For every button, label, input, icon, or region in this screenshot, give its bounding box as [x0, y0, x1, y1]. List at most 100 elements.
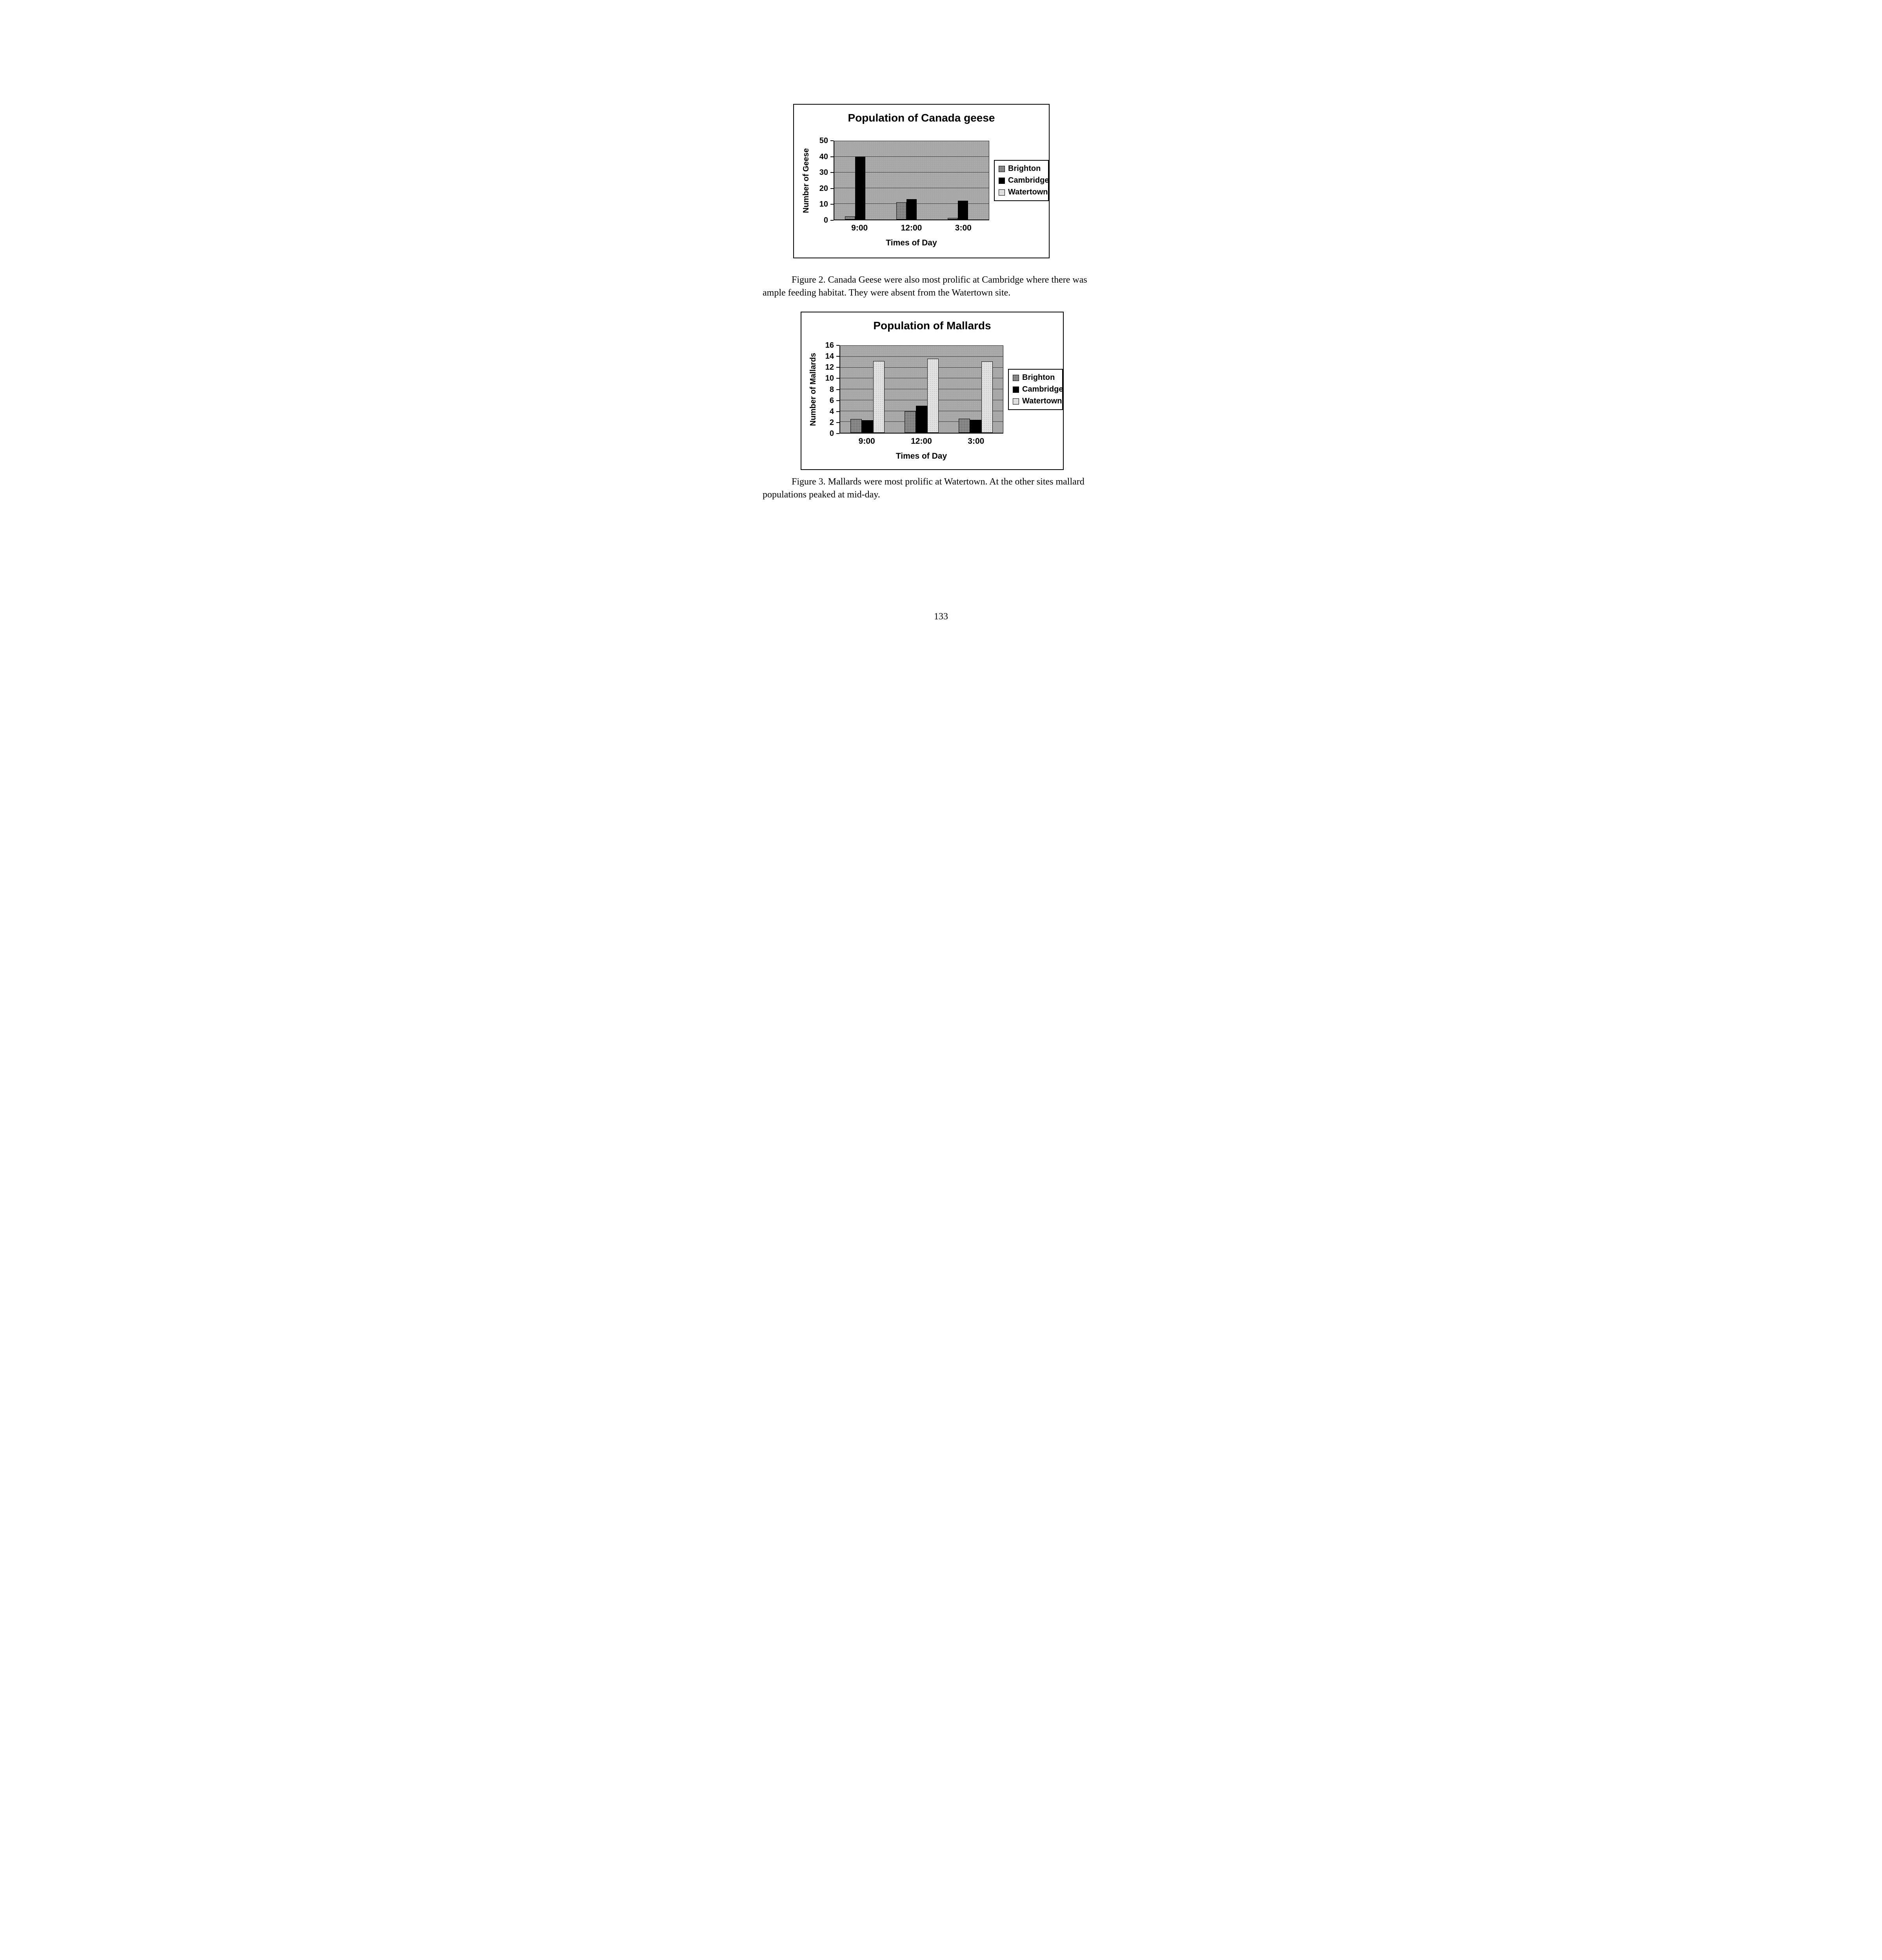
y-tick-label: 20: [819, 184, 828, 193]
chart-title: Population of Mallards: [873, 319, 991, 332]
chart-title: Population of Canada geese: [848, 112, 995, 124]
y-tick-label: 10: [825, 374, 834, 383]
bar-cambridge-9:00: [855, 157, 865, 220]
legend-label: Cambridge: [1008, 176, 1049, 185]
y-tick-label: 8: [829, 385, 834, 394]
bar-group-9:00: [834, 141, 886, 220]
x-tick-label: 3:00: [955, 223, 972, 232]
bar-brighton-3:00: [948, 218, 958, 220]
y-tick-label: 12: [825, 363, 834, 372]
y-tick-label: 10: [819, 200, 828, 209]
legend-item-brighton: Brighton: [1013, 373, 1058, 382]
legend-swatch-watertown: [1013, 398, 1019, 405]
y-tickmark: [836, 378, 839, 379]
y-tick-label: 16: [825, 341, 834, 350]
x-axis: 9:00 12:00 3:00: [834, 223, 989, 233]
gridline: [840, 356, 1003, 357]
legend-swatch-brighton: [1013, 374, 1019, 381]
legend-label: Brighton: [1008, 164, 1041, 173]
bar-cambridge-3:00: [970, 419, 982, 433]
y-tick-label: 4: [829, 407, 834, 416]
legend-item-watertown: Watertown: [999, 188, 1048, 197]
x-axis: 9:00 12:00 3:00: [839, 437, 1003, 446]
bar-group-3:00: [937, 141, 989, 220]
y-tick-label: 2: [829, 418, 834, 427]
bar-group-9:00: [840, 346, 894, 433]
page-number: 133: [934, 612, 948, 622]
legend-label: Watertown: [1022, 397, 1062, 405]
bar-groups: [834, 141, 989, 220]
y-tick-label: 50: [819, 136, 828, 145]
y-tickmark: [830, 204, 834, 205]
legend-swatch-cambridge: [1013, 386, 1019, 393]
y-tick-label: 40: [819, 152, 828, 161]
y-tickmark: [830, 220, 834, 221]
bar-brighton-9:00: [850, 419, 862, 433]
bar-group-3:00: [949, 346, 1003, 433]
plot-area: [834, 141, 989, 220]
bar-watertown-12:00: [927, 359, 939, 433]
y-tickmark: [836, 367, 839, 368]
y-axis-title: Number of Mallards: [809, 353, 818, 426]
plot-area: [839, 345, 1003, 434]
y-tickmark: [836, 345, 839, 346]
y-tickmark: [836, 389, 839, 390]
y-tickmark: [836, 422, 839, 423]
bar-watertown-3:00: [981, 361, 993, 433]
legend-item-watertown: Watertown: [1013, 397, 1062, 406]
y-tick-label: 30: [819, 168, 828, 177]
y-axis-title: Number of Geese: [802, 148, 811, 213]
y-axis: 0 2 4 6 8 10 12 14 16: [820, 341, 839, 438]
x-axis-title: Times of Day: [896, 452, 947, 461]
y-tickmark: [830, 188, 834, 189]
y-tickmark: [830, 140, 834, 141]
gridline: [840, 345, 1003, 346]
bar-brighton-12:00: [904, 411, 916, 433]
y-tick-label: 0: [829, 429, 834, 438]
legend: Brighton Cambridge Watertown: [994, 160, 1049, 201]
y-tickmark: [836, 411, 839, 412]
legend-item-brighton: Brighton: [999, 164, 1044, 173]
legend-label: Watertown: [1008, 188, 1048, 196]
legend: Brighton Cambridge Watertown: [1008, 369, 1063, 410]
bar-brighton-9:00: [845, 216, 855, 220]
figure3-caption: Figure 3. Mallards were most prolific at…: [763, 477, 1085, 500]
bar-cambridge-12:00: [916, 405, 927, 433]
document-page: Population of Canada geese Number of Gee…: [706, 0, 1176, 641]
legend-item-cambridge: Cambridge: [999, 176, 1049, 185]
legend-label: Cambridge: [1022, 385, 1063, 394]
y-tickmark: [836, 433, 839, 434]
y-tickmark: [830, 172, 834, 173]
x-tick-label: 3:00: [968, 437, 985, 446]
bar-cambridge-12:00: [906, 199, 917, 220]
gridline: [840, 367, 1003, 368]
figure2-caption: Figure 2. Canada Geese were also most pr…: [763, 275, 1087, 298]
bar-cambridge-9:00: [861, 420, 873, 433]
y-tick-label: 0: [823, 216, 828, 225]
y-tick-label: 14: [825, 352, 834, 361]
bar-groups: [840, 346, 1003, 433]
x-tick-label: 9:00: [858, 437, 875, 446]
bar-cambridge-3:00: [958, 201, 968, 220]
y-tick-label: 6: [829, 396, 834, 405]
bar-group-12:00: [894, 346, 948, 433]
x-tick-label: 9:00: [851, 223, 868, 232]
legend-swatch-cambridge: [999, 177, 1005, 184]
legend-item-cambridge: Cambridge: [1013, 385, 1063, 394]
legend-label: Brighton: [1022, 373, 1055, 382]
y-tickmark: [836, 400, 839, 401]
legend-swatch-brighton: [999, 165, 1005, 172]
bar-watertown-9:00: [873, 361, 885, 433]
x-tick-label: 12:00: [901, 223, 922, 232]
gridline: [834, 156, 989, 157]
figure2-chart: Population of Canada geese Number of Gee…: [793, 104, 1050, 258]
bar-brighton-12:00: [896, 202, 906, 220]
figure3-chart: Population of Mallards Number of Mallard…: [801, 312, 1064, 470]
x-tick-label: 12:00: [911, 437, 932, 446]
y-tickmark: [830, 156, 834, 157]
bar-group-12:00: [886, 141, 937, 220]
y-axis: 0 10 20 30 40 50: [814, 137, 834, 224]
y-tickmark: [836, 356, 839, 357]
bar-brighton-3:00: [959, 418, 970, 433]
legend-swatch-watertown: [999, 189, 1005, 196]
